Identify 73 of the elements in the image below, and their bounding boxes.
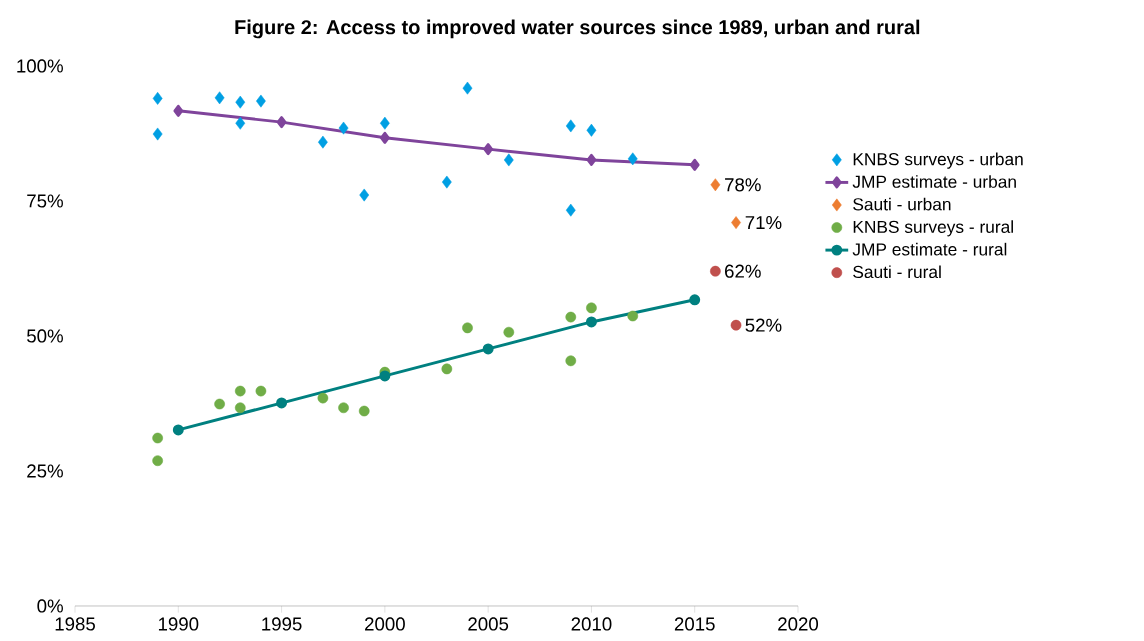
point xyxy=(462,322,473,334)
point xyxy=(689,294,701,306)
point xyxy=(586,302,597,314)
point xyxy=(710,265,721,277)
point xyxy=(585,316,597,328)
point xyxy=(689,158,700,171)
x-tick-label: 1990 xyxy=(158,617,199,631)
x-tick-label: 1985 xyxy=(55,617,95,631)
point xyxy=(152,91,163,105)
point xyxy=(234,385,246,397)
point xyxy=(565,203,576,217)
y-tick-label: 0% xyxy=(37,599,63,613)
point xyxy=(152,432,163,444)
point xyxy=(276,397,288,409)
point xyxy=(173,104,184,117)
point xyxy=(380,131,390,144)
point xyxy=(565,311,577,323)
point xyxy=(152,455,163,467)
chart-title: Figure 2: Access to improved water sources since 1989, urban and rural xyxy=(235,19,920,39)
point xyxy=(565,119,576,133)
point xyxy=(710,178,721,192)
x-tick-label: 2005 xyxy=(468,617,509,631)
data-label: 52% xyxy=(745,318,782,332)
point xyxy=(338,402,349,414)
point xyxy=(235,116,246,130)
legend-label: JMP estimate - rural xyxy=(852,242,1007,256)
y-tick-label: 100% xyxy=(17,59,63,73)
point xyxy=(441,363,453,375)
y-tick-label: 75% xyxy=(27,194,63,208)
data-label: 71% xyxy=(745,216,782,230)
point xyxy=(256,94,266,108)
point xyxy=(627,152,638,166)
point xyxy=(317,392,329,404)
point xyxy=(358,405,370,417)
x-tick-label: 2000 xyxy=(365,617,405,631)
legend-label: Sauti - rural xyxy=(853,265,941,279)
point xyxy=(318,135,328,149)
point xyxy=(172,424,184,436)
point xyxy=(441,175,452,189)
point xyxy=(627,310,639,322)
point xyxy=(462,81,473,95)
point xyxy=(255,385,267,397)
point xyxy=(276,116,287,129)
point xyxy=(338,121,349,135)
data-label: 78% xyxy=(725,178,761,192)
point xyxy=(586,153,597,166)
x-tick-label: 1995 xyxy=(262,617,302,631)
point xyxy=(359,188,370,202)
legend-label: KNBS surveys - urban xyxy=(853,152,1023,169)
point xyxy=(234,402,246,414)
point xyxy=(483,143,494,156)
point xyxy=(235,95,246,109)
data-label: 62% xyxy=(725,264,761,278)
x-tick-label: 2015 xyxy=(674,617,715,631)
legend-label: Sauti - urban xyxy=(853,197,951,211)
point xyxy=(482,343,494,355)
y-tick-label: 25% xyxy=(27,464,63,478)
point xyxy=(586,123,597,137)
point xyxy=(152,127,163,141)
point xyxy=(730,319,742,331)
point xyxy=(214,91,225,105)
point xyxy=(503,153,514,167)
legend-label: KNBS surveys - rural xyxy=(853,220,1013,237)
point xyxy=(731,216,741,229)
point xyxy=(380,116,390,130)
point xyxy=(503,326,515,338)
legend-label: JMP estimate - urban xyxy=(852,175,1016,188)
point xyxy=(565,355,577,367)
y-tick-label: 50% xyxy=(27,329,63,343)
x-tick-label: 2020 xyxy=(778,617,819,631)
point xyxy=(214,398,225,410)
point xyxy=(379,370,391,382)
x-tick-label: 2010 xyxy=(571,617,612,631)
